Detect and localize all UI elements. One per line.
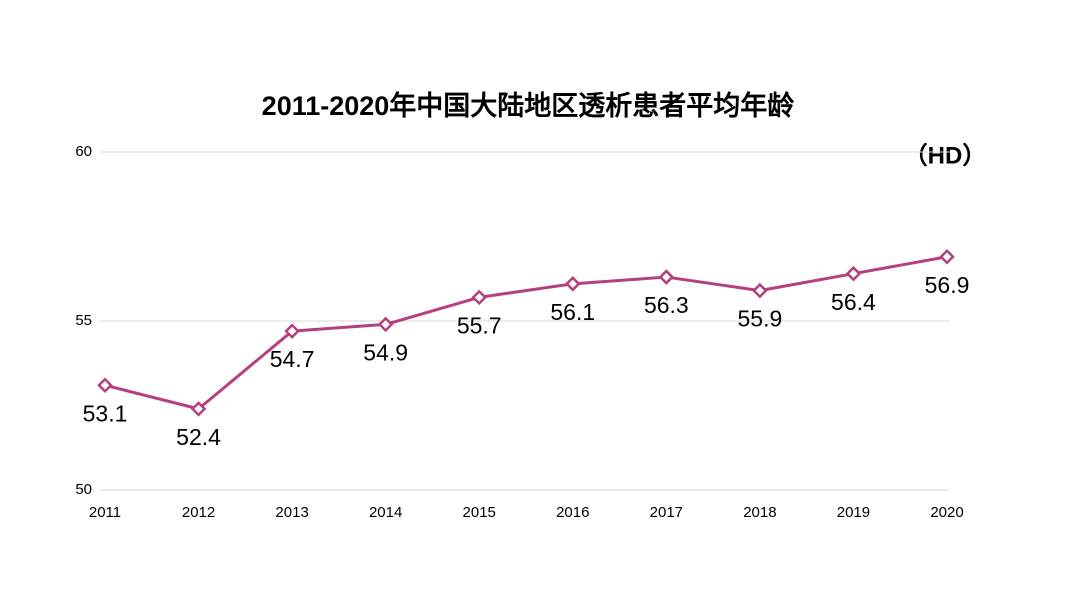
x-tick-label: 2011 [89,504,121,521]
data-label: 55.9 [738,306,783,332]
x-tick-label: 2016 [556,504,589,521]
series-line [104,255,948,411]
point-marker [377,316,394,333]
x-tick-label: 2017 [650,504,683,521]
x-tick-label: 2018 [743,504,776,521]
data-label: 53.1 [83,400,128,426]
data-label: 56.9 [925,272,970,298]
data-label: 54.7 [270,346,315,372]
point-marker [190,401,207,417]
x-tick-label: 2015 [463,504,496,521]
data-label: 55.7 [457,312,502,338]
x-tick-label: 2013 [275,504,308,521]
point-marker [658,269,675,285]
point-marker [565,276,581,292]
data-label: 52.4 [176,424,221,450]
point-marker [471,289,487,306]
y-tick-label: 50 [75,481,92,498]
y-tick-label: 55 [75,312,92,329]
data-label: 54.9 [363,339,408,365]
data-label: 56.4 [831,289,876,315]
point-marker [97,377,113,393]
x-tick-label: 2019 [837,504,870,521]
y-tick-label: 60 [75,143,92,160]
x-tick-label: 2020 [930,504,963,521]
point-marker [752,282,768,299]
data-label: 56.3 [644,292,689,318]
x-tick-label: 2014 [369,504,402,521]
chart-title: 2011-2020年中国大陆地区透析患者平均年龄 [262,90,796,121]
x-tick-label: 2012 [182,504,215,521]
point-marker [845,265,862,282]
annotation: （HD） [904,142,987,169]
point-marker [939,249,955,265]
data-label: 56.1 [550,299,595,325]
point-marker [284,323,300,339]
